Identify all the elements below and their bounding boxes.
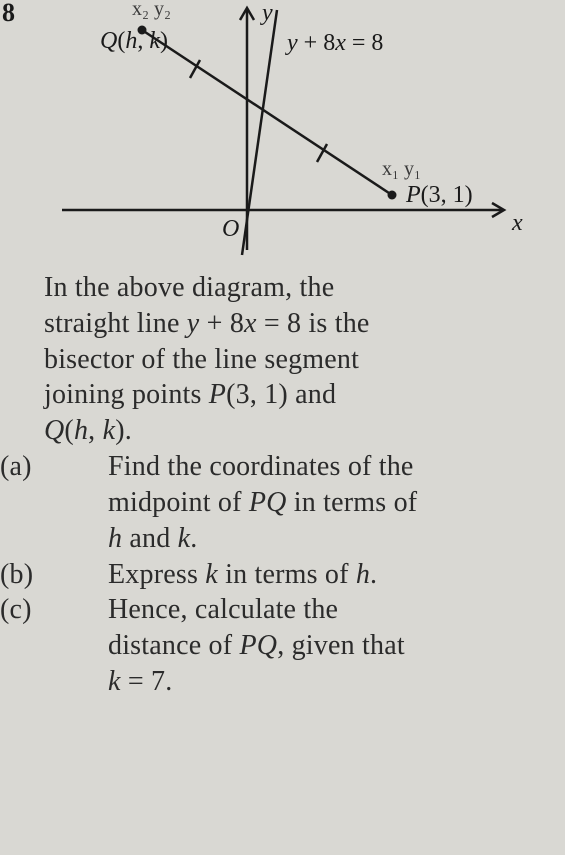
part-a-l1-text: Find the coordinates of the [108, 451, 414, 482]
intro-l5-q: Q(h, k). [44, 415, 132, 446]
question-text: In the above diagram, the straight line … [22, 270, 547, 700]
part-c-label: (c) [54, 592, 108, 628]
part-a-line-2: midpoint of PQ in terms of [22, 485, 547, 521]
part-a-l3-k: k [178, 523, 191, 554]
x-axis-label: x [511, 210, 523, 236]
part-a-l3-h: h [108, 523, 122, 554]
part-c-l1-text: Hence, calculate the [108, 594, 338, 625]
intro-line-4: joining points P(3, 1) and [22, 377, 547, 413]
part-a-l2-pq: PQ [249, 487, 287, 518]
part-c-line-3: k = 7. [22, 664, 547, 700]
intro-line-1: In the above diagram, the [22, 270, 547, 306]
part-b-label: (b) [54, 557, 108, 593]
part-a-line-1: (a)Find the coordinates of the [22, 449, 547, 485]
part-b-l1-h: h [356, 559, 370, 590]
part-a-label: (a) [54, 449, 108, 485]
diagram-svg: y x O y + 8x = 8 P(3, 1) Q(h, k) [22, 0, 542, 270]
part-c-line-1: (c)Hence, calculate the [22, 592, 547, 628]
part-c-line-2: distance of PQ, given that [22, 628, 547, 664]
part-b-line-1: (b)Express k in terms of h. [22, 557, 547, 593]
part-b-l1-k: k [205, 559, 218, 590]
y-axis-label: y [260, 0, 273, 26]
question-number: 8 [2, 0, 15, 28]
part-c-l2-pre: distance of [108, 630, 239, 661]
part-b-l1-pre: Express [108, 559, 205, 590]
intro-l4-pre: joining points [44, 379, 209, 410]
part-a-l2-post: in terms of [287, 487, 418, 518]
part-a-l3-post: . [190, 523, 197, 554]
part-c-l3-eq: k = 7. [108, 666, 172, 697]
point-p-label: P(3, 1) [405, 182, 473, 208]
line-equation: y + 8x = 8 [285, 30, 383, 56]
intro-l2-post: is the [301, 308, 369, 339]
intro-l2-eq: y + 8x = 8 [187, 308, 301, 339]
intro-line-2: straight line y + 8x = 8 is the [22, 306, 547, 342]
part-a-l2-pre: midpoint of [108, 487, 249, 518]
intro-line-3: bisector of the line segment [22, 342, 547, 378]
intro-line-5: Q(h, k). [22, 413, 547, 449]
origin-label: O [222, 216, 239, 242]
part-b-l1-mid: in terms of [218, 559, 356, 590]
part-b-l1-post: . [370, 559, 377, 590]
intro-l4-post: and [288, 379, 336, 410]
intro-l2-pre: straight line [44, 308, 187, 339]
part-a-line-3: h and k. [22, 521, 547, 557]
intro-l4-p: P(3, 1) [209, 379, 288, 410]
diagram: y x O y + 8x = 8 P(3, 1) Q(h, k) x₂ y₂ x… [22, 0, 542, 270]
point-q-label: Q(h, k) [100, 28, 168, 54]
part-a-l3-mid: and [122, 523, 177, 554]
part-c-l2-post: , given that [277, 630, 405, 661]
part-c-l2-pq: PQ [239, 630, 277, 661]
